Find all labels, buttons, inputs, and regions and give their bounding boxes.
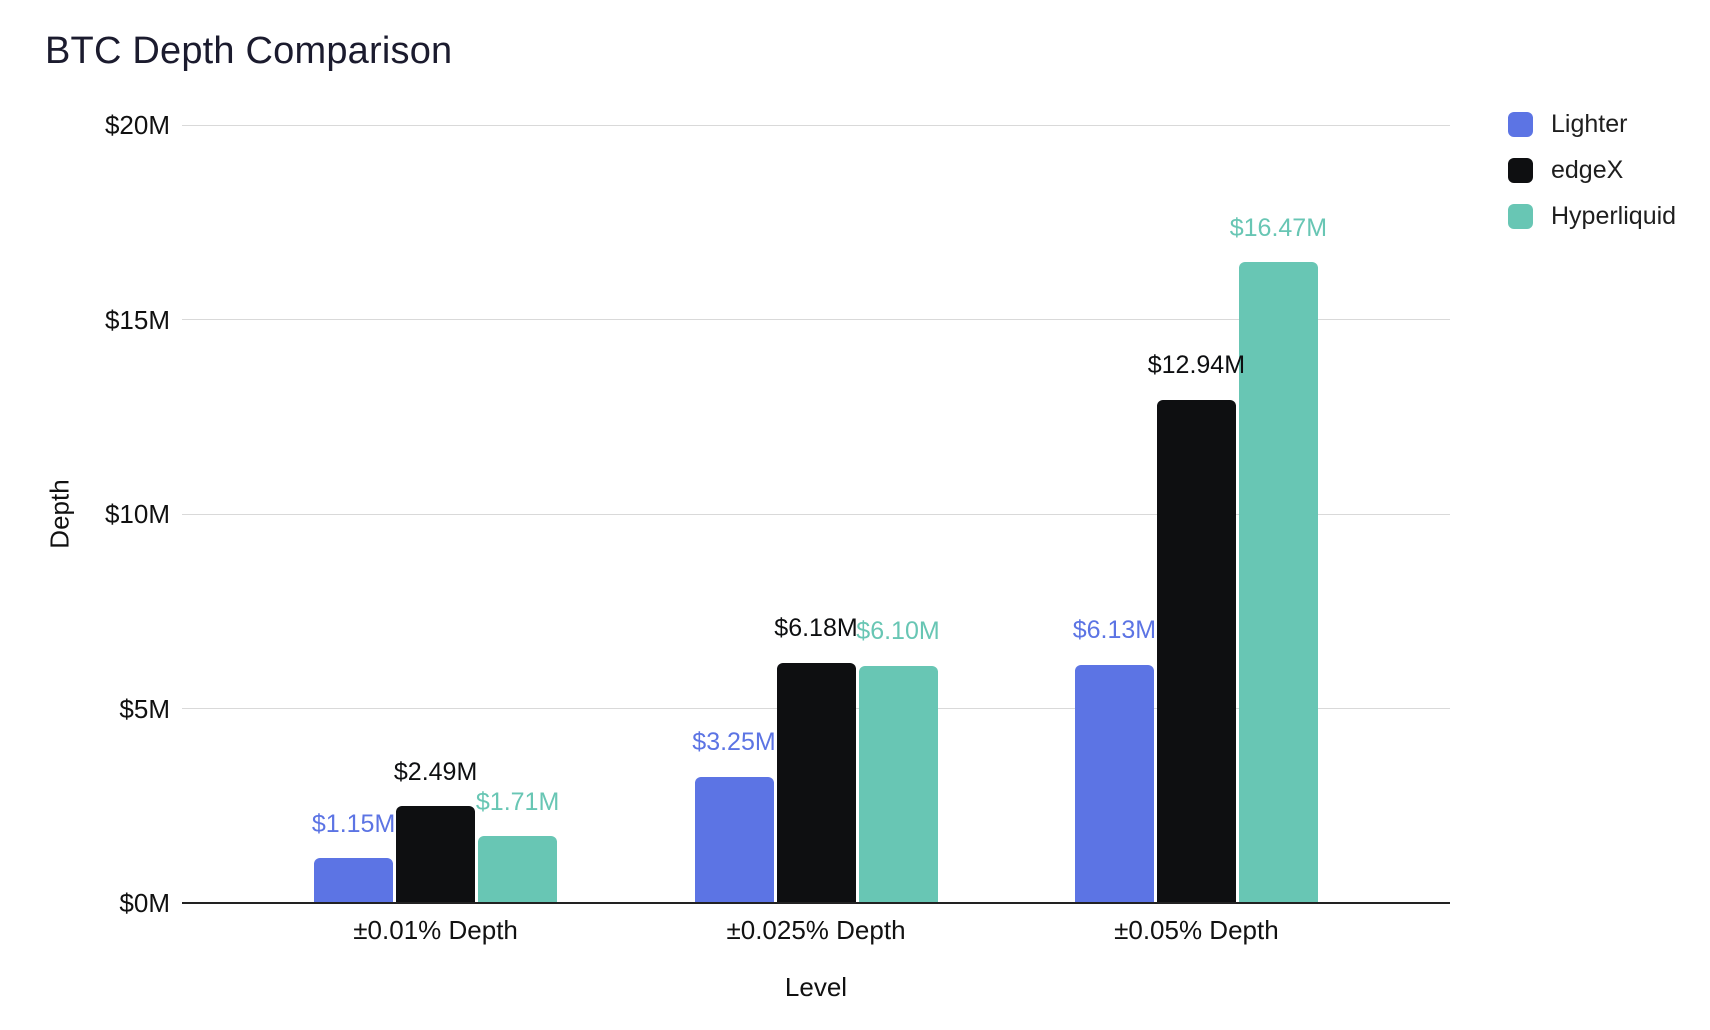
legend-item-label: Hyperliquid	[1551, 202, 1677, 230]
legend-item-edgex[interactable]: edgeX	[1508, 158, 1676, 183]
x-category-label-1: ±0.01% Depth	[353, 915, 518, 945]
x-axis-title: Level	[784, 972, 848, 1002]
bar-value-label-lighter-3: $6.13M	[1072, 616, 1157, 645]
y-tick-label: $0M	[119, 888, 170, 918]
legend: Lighter edgeX Hyperliquid	[1508, 112, 1676, 250]
y-tick-label: $20M	[104, 110, 170, 140]
bar-value-label-edgex-1: $2.49M	[393, 757, 478, 786]
bar-hyperliquid-2[interactable]	[858, 665, 938, 903]
bar-value-label-hyperliquid-3: $16.47M	[1229, 213, 1328, 242]
x-category-label-3: ±0.05% Depth	[1114, 915, 1279, 945]
gridline	[182, 513, 1450, 515]
chart-title: BTC Depth Comparison	[45, 30, 453, 72]
y-axis-title: Depth	[44, 479, 75, 549]
legend-item-hyperliquid[interactable]: Hyperliquid	[1508, 204, 1676, 229]
plot-area: $1.15M $2.49M $1.71M ±0.01% Depth $3.25M $6.1…	[182, 124, 1450, 945]
legend-item-label: Lighter	[1551, 110, 1628, 138]
gridline	[182, 319, 1450, 320]
legend-swatch-hyperliquid	[1508, 204, 1533, 229]
x-axis-line	[182, 902, 1450, 904]
bar-value-label-edgex-2: $6.18M	[774, 614, 858, 643]
bar-value-label-lighter-2: $3.25M	[692, 728, 776, 757]
bar-value-label-lighter-1: $1.15M	[311, 809, 396, 838]
bar-edgex-3[interactable]	[1156, 399, 1236, 903]
bar-value-label-edgex-3: $12.94M	[1147, 351, 1246, 380]
legend-item-label: edgeX	[1551, 156, 1624, 184]
bar-hyperliquid-1[interactable]	[478, 836, 558, 903]
bar-value-label-hyperliquid-2: $6.10M	[856, 617, 940, 646]
bar-hyperliquid-3[interactable]	[1238, 262, 1318, 903]
gridline	[182, 124, 1450, 126]
bar-lighter-1[interactable]	[314, 858, 394, 903]
y-tick-label: $15M	[104, 304, 170, 335]
bar-lighter-2[interactable]	[694, 776, 774, 903]
legend-swatch-lighter	[1508, 112, 1533, 137]
legend-swatch-edgex	[1508, 158, 1533, 183]
bar-value-label-hyperliquid-1: $1.71M	[475, 787, 560, 816]
bar-lighter-3[interactable]	[1074, 664, 1154, 903]
y-tick-label: $5M	[119, 693, 170, 724]
bar-edgex-2[interactable]	[776, 662, 856, 903]
x-category-label-2: ±0.025% Depth	[726, 915, 906, 945]
y-tick-label: $10M	[104, 499, 170, 529]
legend-item-lighter[interactable]: Lighter	[1508, 112, 1676, 137]
bar-edgex-1[interactable]	[396, 806, 476, 903]
